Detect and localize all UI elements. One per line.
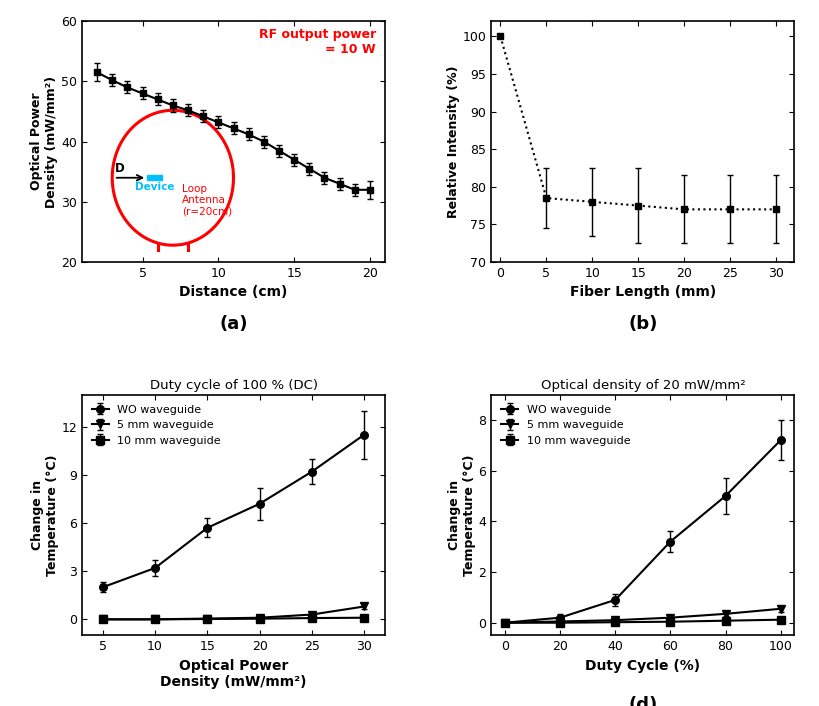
- Y-axis label: Optical Power
Density (mW/mm²): Optical Power Density (mW/mm²): [30, 76, 58, 208]
- Legend: WO waveguide, 5 mm waveguide, 10 mm waveguide: WO waveguide, 5 mm waveguide, 10 mm wave…: [497, 400, 635, 450]
- Text: Device: Device: [135, 182, 174, 192]
- X-axis label: Duty Cycle (%): Duty Cycle (%): [586, 659, 700, 673]
- Text: Loop
Antenna
(r=20cm): Loop Antenna (r=20cm): [182, 184, 232, 217]
- Text: (d): (d): [628, 695, 658, 706]
- X-axis label: Optical Power
Density (mW/mm²): Optical Power Density (mW/mm²): [161, 659, 307, 689]
- Text: (a): (a): [219, 315, 248, 333]
- Y-axis label: Change in
Temperature (°C): Change in Temperature (°C): [448, 454, 476, 575]
- Y-axis label: Change in
Temperature (°C): Change in Temperature (°C): [30, 454, 58, 575]
- Y-axis label: Relative Intensity (%): Relative Intensity (%): [446, 66, 459, 218]
- Text: (b): (b): [628, 315, 658, 333]
- Title: Duty cycle of 100 % (DC): Duty cycle of 100 % (DC): [150, 379, 318, 392]
- Text: D: D: [115, 162, 124, 174]
- X-axis label: Distance (cm): Distance (cm): [179, 285, 287, 299]
- Text: RF output power
= 10 W: RF output power = 10 W: [259, 28, 376, 56]
- Legend: WO waveguide, 5 mm waveguide, 10 mm waveguide: WO waveguide, 5 mm waveguide, 10 mm wave…: [88, 400, 225, 450]
- X-axis label: Fiber Length (mm): Fiber Length (mm): [570, 285, 716, 299]
- Title: Optical density of 20 mW/mm²: Optical density of 20 mW/mm²: [541, 379, 745, 392]
- Bar: [147, 175, 162, 180]
